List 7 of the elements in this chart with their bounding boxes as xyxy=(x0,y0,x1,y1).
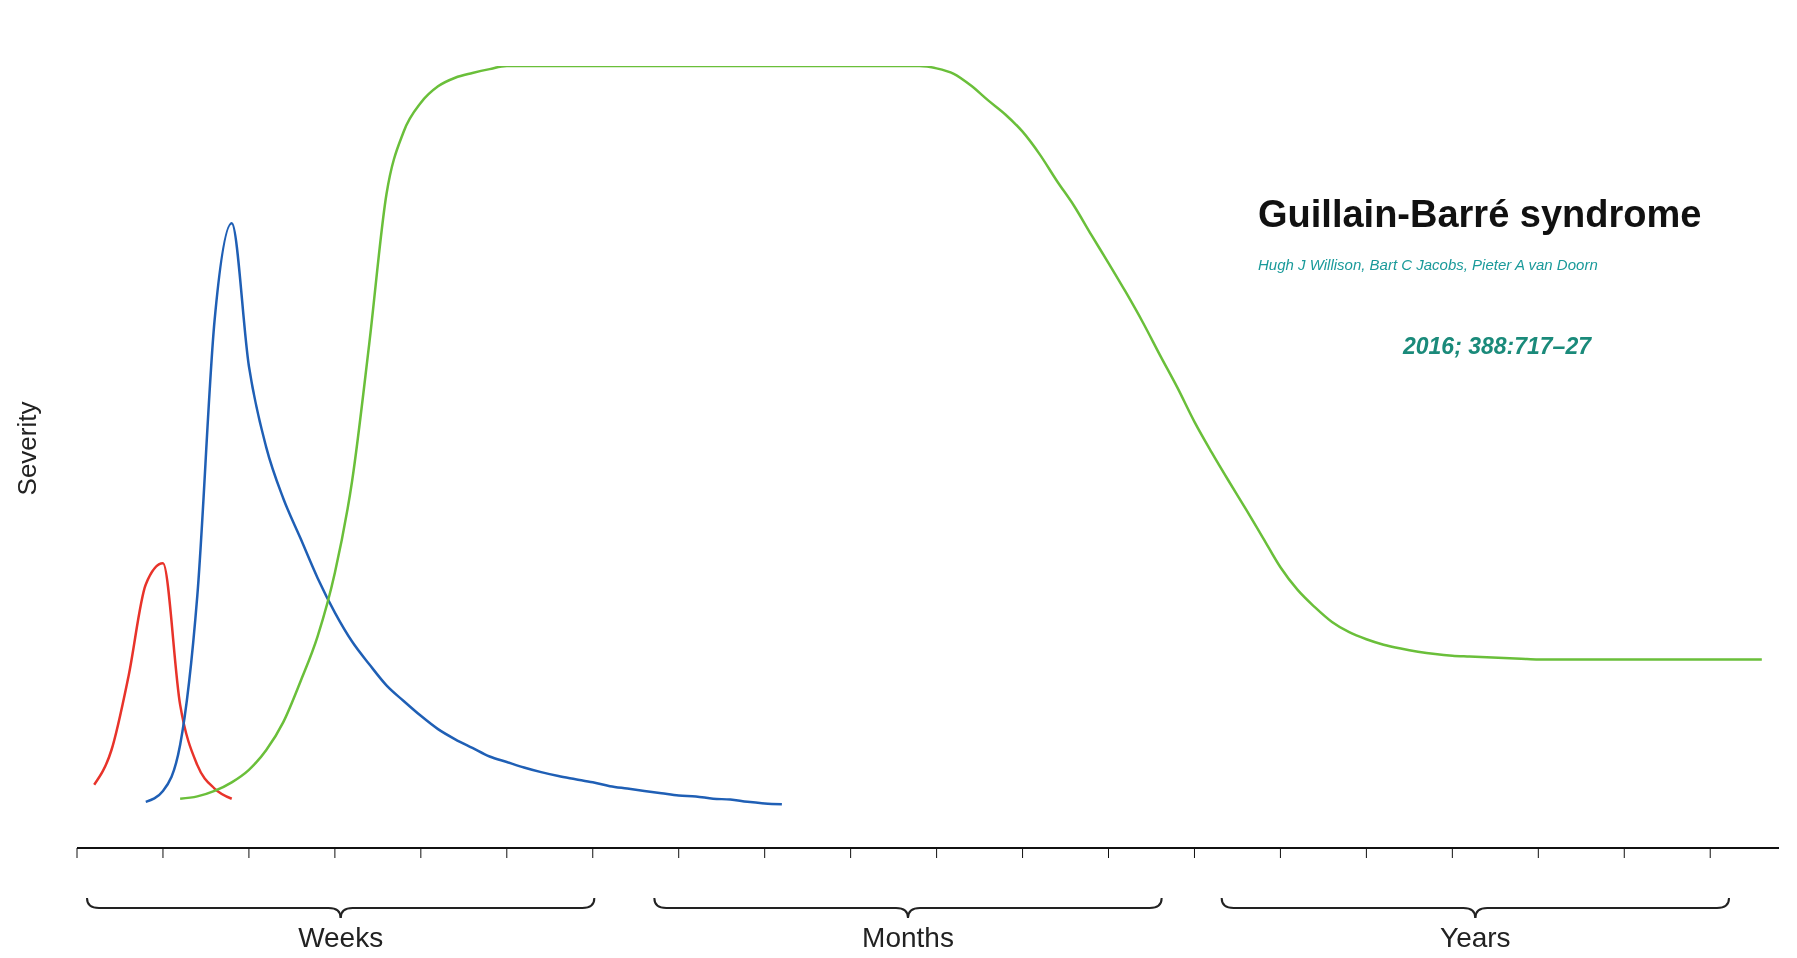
text: Guillain-Barré syndrome xyxy=(1258,193,1703,236)
annotation: 2016; 388:717–27 xyxy=(1403,333,1593,360)
text: Weeks xyxy=(297,922,385,954)
y-axis-title: Severity xyxy=(12,401,44,495)
text: Months xyxy=(861,922,955,954)
text: Hugh J Willison, Bart C Jacobs, Pieter A van Doorn xyxy=(1258,256,1599,273)
text: Years xyxy=(1439,922,1512,954)
